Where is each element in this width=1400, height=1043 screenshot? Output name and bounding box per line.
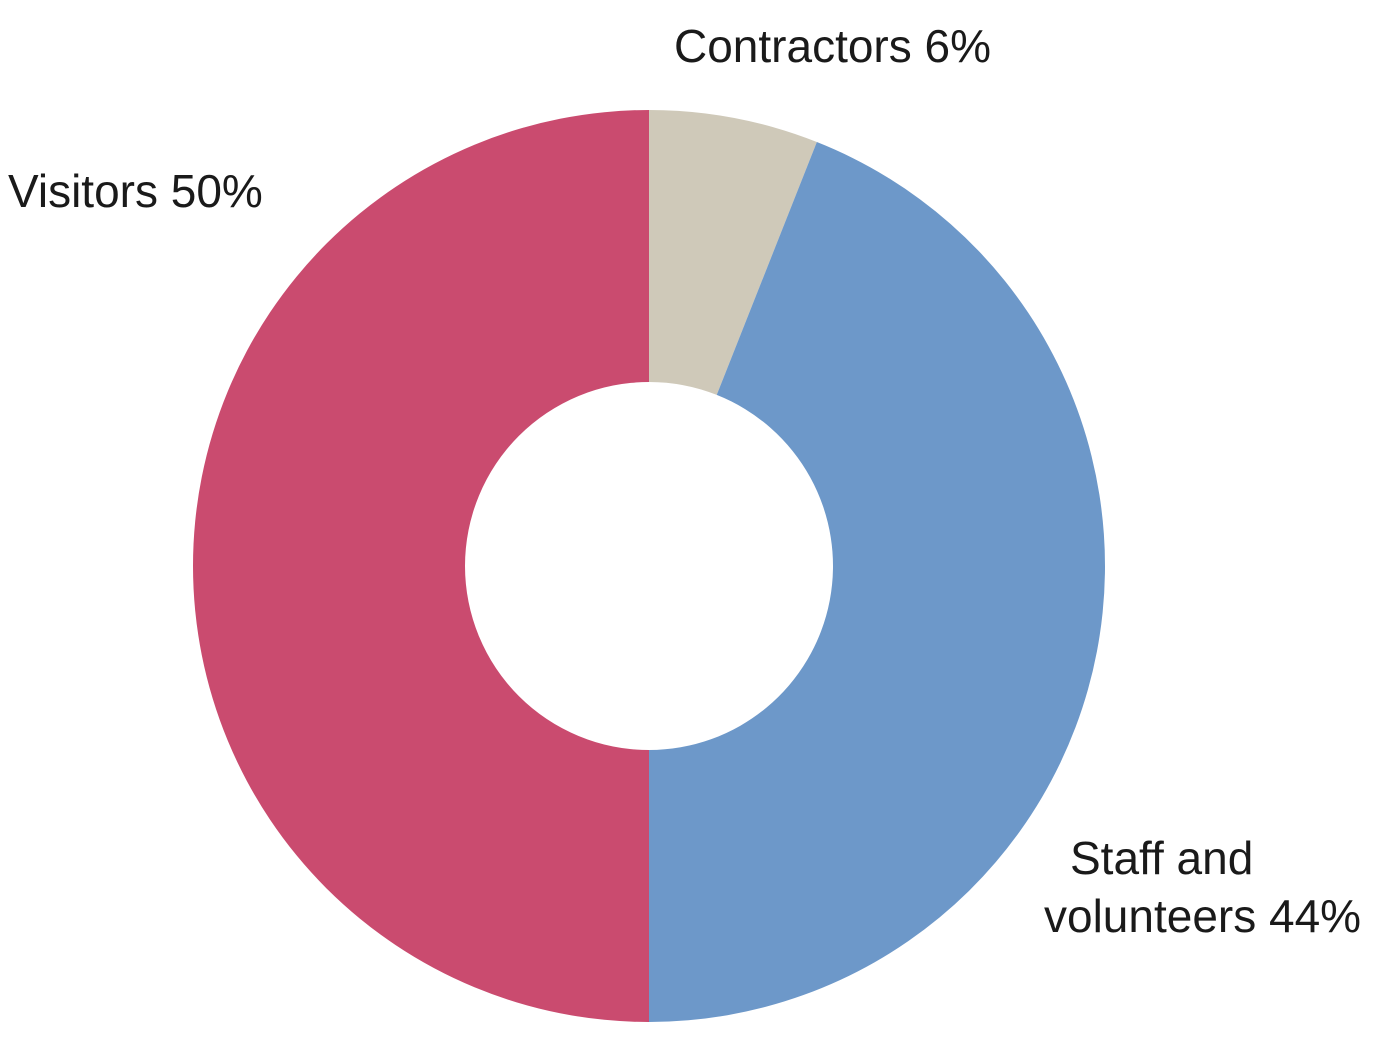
slice-label: Staff and volunteers 44% bbox=[1044, 832, 1361, 942]
slice-label: Contractors 6% bbox=[674, 20, 991, 72]
donut-slice bbox=[193, 110, 649, 1022]
slices-layer bbox=[193, 110, 1105, 1022]
slice-label: Visitors 50% bbox=[8, 165, 263, 217]
donut-slice bbox=[649, 110, 817, 395]
slice-label-line: volunteers 44% bbox=[1044, 890, 1361, 942]
slice-label-line: Staff and bbox=[1070, 832, 1253, 884]
slice-label-line: Visitors 50% bbox=[8, 165, 263, 217]
donut-slice bbox=[649, 142, 1105, 1022]
labels-layer: Contractors 6% Staff and volunteers 44% Vis… bbox=[8, 20, 1361, 942]
slice-label-line: Contractors 6% bbox=[674, 20, 991, 72]
